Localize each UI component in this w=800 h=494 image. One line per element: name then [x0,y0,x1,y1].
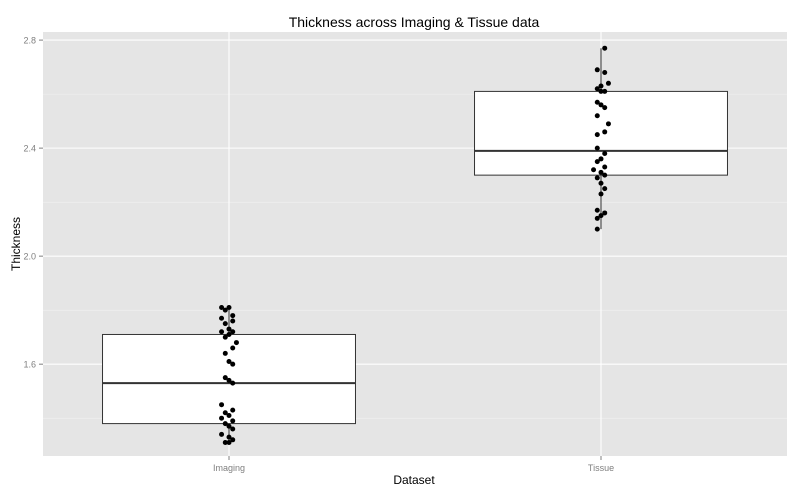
data-point [222,375,228,381]
data-point [598,102,604,108]
data-point [222,307,228,313]
y-axis: 1.6 2.0 2.4 2.8 [23,36,43,370]
data-point [230,318,236,324]
data-point [219,415,225,421]
data-point [605,80,611,86]
data-point [226,434,232,440]
x-tick-label: Imaging [213,463,245,473]
data-point [230,418,236,424]
data-point [226,358,232,364]
data-point [219,402,225,408]
data-point [598,88,604,94]
data-point [222,350,228,356]
data-point [602,172,608,178]
data-point [226,423,232,429]
data-point [598,83,604,89]
data-point [594,215,600,221]
data-point [598,156,604,162]
data-point [602,129,608,135]
data-point [226,331,232,337]
x-axis: Imaging Tissue [213,456,614,473]
data-point [594,145,600,151]
data-point [222,410,228,416]
data-point [602,45,608,51]
data-point [230,361,236,367]
data-point [594,99,600,105]
data-point [602,151,608,157]
x-axis-label: Dataset [393,473,435,487]
data-point [226,439,232,445]
data-point [598,191,604,197]
y-tick-label: 2.4 [23,144,36,154]
data-point [233,340,239,346]
data-point [230,329,236,335]
data-point [219,315,225,321]
data-point [594,132,600,138]
data-point [219,329,225,335]
data-point [222,321,228,327]
point-layer [219,45,611,445]
y-axis-label: Thickness [9,217,23,271]
data-point [230,345,236,351]
data-point [230,380,236,386]
data-point [230,407,236,413]
data-point [602,105,608,111]
data-point [598,213,604,219]
data-point [602,70,608,76]
data-point [602,164,608,170]
y-tick-label: 1.6 [23,360,36,370]
data-point [230,426,236,432]
data-point [598,180,604,186]
data-point [219,431,225,437]
data-point [594,159,600,165]
data-point [594,67,600,73]
data-point [226,326,232,332]
data-point [222,334,228,340]
data-point [222,421,228,427]
data-point [219,304,225,310]
data-point [230,437,236,443]
data-point [594,175,600,181]
data-point [594,86,600,92]
data-point [594,113,600,119]
data-point [230,313,236,319]
data-point [598,169,604,175]
data-point [226,412,232,418]
data-point [602,88,608,94]
data-point [602,186,608,192]
y-tick-label: 2.8 [23,36,36,46]
data-point [605,121,611,127]
data-point [226,377,232,383]
data-point [602,210,608,216]
data-point [594,207,600,213]
chart-title: Thickness across Imaging & Tissue data [289,14,540,30]
data-point [222,439,228,445]
data-point [226,304,232,310]
x-tick-label: Tissue [588,463,614,473]
y-tick-label: 2.0 [23,252,36,262]
data-point [594,226,600,232]
data-point [591,167,597,173]
